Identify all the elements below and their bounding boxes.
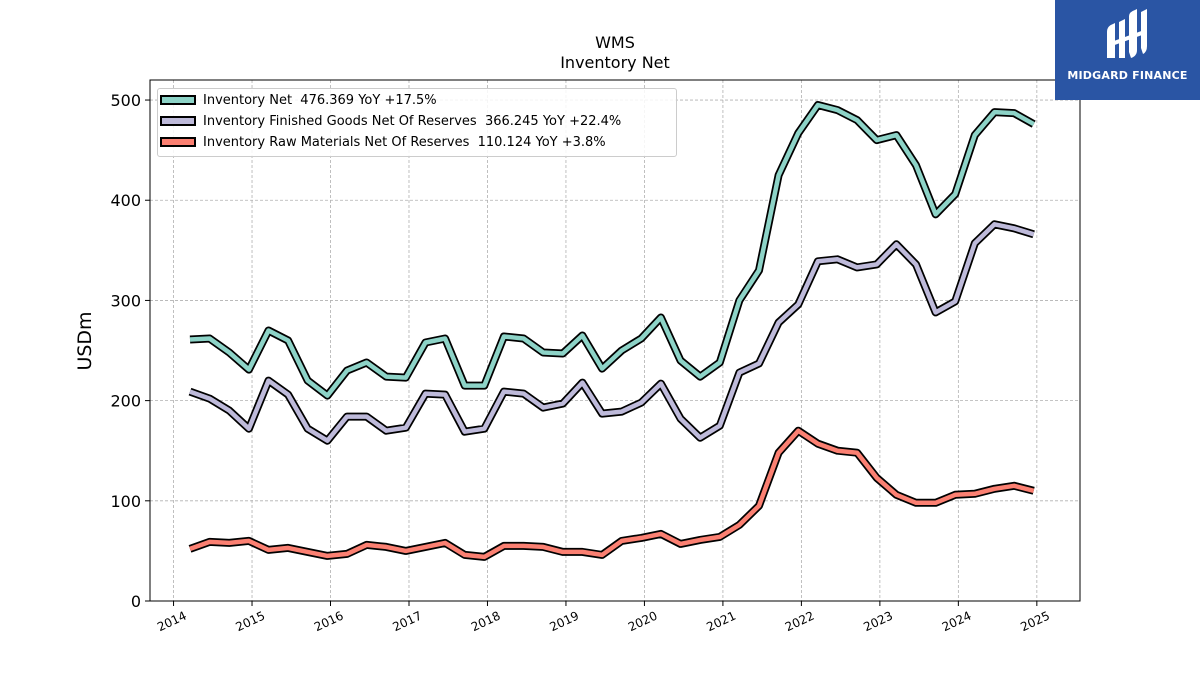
series-line-2	[189, 428, 1035, 560]
series-line-1	[189, 222, 1035, 443]
series-line-outline-2	[188, 426, 1035, 561]
chart-title: WMS	[595, 33, 635, 52]
legend-swatch	[160, 95, 196, 105]
legend-item-inventory-net: Inventory Net 476.369 YoY +17.5%	[158, 92, 676, 110]
y-axis: 0 100 200 300 400 500	[110, 91, 150, 611]
legend-swatch	[160, 116, 196, 126]
legend-item-raw-materials: Inventory Raw Materials Net Of Reserves …	[158, 134, 676, 152]
y-tick-label: 300	[110, 291, 141, 310]
logo-mark-icon	[1107, 9, 1147, 58]
legend-label: Inventory Raw Materials Net Of Reserves …	[203, 135, 606, 150]
chart-subtitle: Inventory Net	[560, 53, 670, 72]
x-tick-label: 2022	[783, 609, 817, 635]
legend-item-finished-goods: Inventory Finished Goods Net Of Reserves…	[158, 113, 676, 131]
legend-label: Inventory Finished Goods Net Of Reserves…	[203, 114, 622, 129]
y-axis-label: USDm	[74, 311, 96, 370]
logo-text: MIDGARD FINANCE	[1067, 69, 1188, 82]
x-axis: 2014 2015 2016 2017 2018 2019 2020 2021 2022 2023…	[155, 601, 1052, 634]
brand-logo: MIDGARD FINANCE	[1055, 0, 1200, 100]
y-tick-label: 500	[110, 91, 141, 110]
x-tick-label: 2016	[312, 609, 346, 635]
plot-frame	[149, 79, 1081, 602]
x-tick-label: 2024	[940, 609, 974, 635]
x-tick-label: 2017	[390, 609, 424, 635]
y-tick-label: 400	[110, 191, 141, 210]
x-tick-label: 2021	[704, 609, 738, 635]
y-tick-label: 100	[110, 492, 141, 511]
y-tick-label: 200	[110, 392, 141, 411]
series-lines	[188, 101, 1036, 561]
y-tick-label: 0	[131, 592, 141, 611]
x-tick-label: 2019	[547, 609, 581, 635]
legend-label: Inventory Net 476.369 YoY +17.5%	[203, 93, 437, 108]
x-tick-label: 2018	[469, 609, 503, 635]
x-tick-label: 2025	[1018, 609, 1052, 635]
x-tick-label: 2014	[155, 609, 189, 635]
series-line-0	[189, 102, 1035, 398]
legend-swatch	[160, 137, 196, 147]
x-tick-label: 2020	[626, 609, 660, 635]
x-tick-label: 2015	[234, 609, 268, 635]
x-tick-label: 2023	[861, 609, 895, 635]
chart-legend: Inventory Net 476.369 YoY +17.5% Invento…	[157, 88, 677, 157]
